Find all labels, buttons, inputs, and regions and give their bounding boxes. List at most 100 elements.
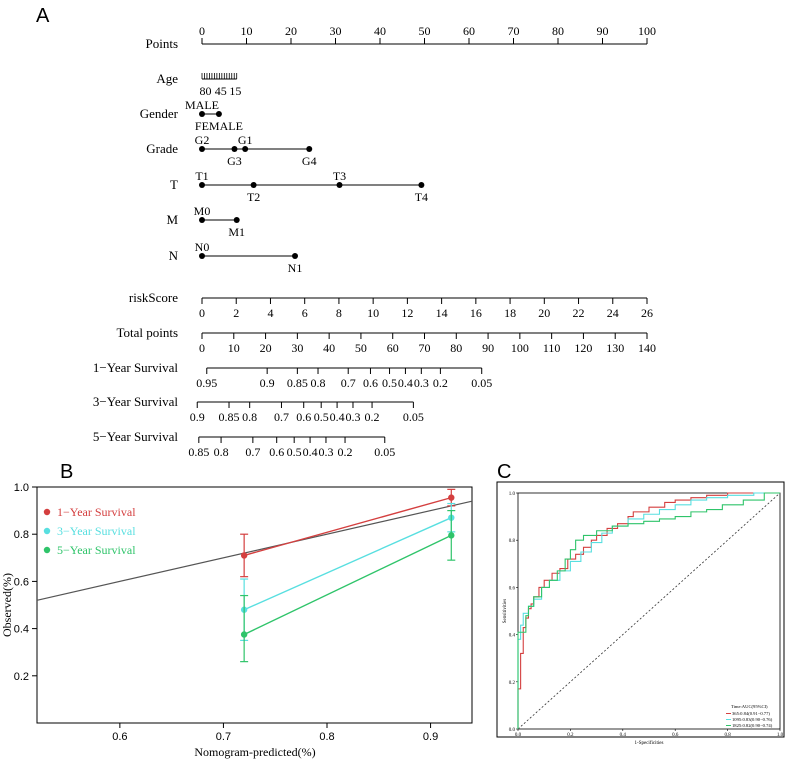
calibration-legend-label: 1−Year Survival (57, 505, 136, 519)
nomogram-tick-label: 130 (606, 341, 624, 355)
nomogram-row-label: riskScore (129, 290, 178, 305)
nomogram-tick-label: 50 (419, 24, 431, 38)
calibration-y-tick-label: 0.6 (14, 576, 29, 588)
roc-y-tick-label: 0.8 (509, 539, 516, 544)
calibration-legend-label: 5−Year Survival (57, 543, 136, 557)
nomogram-tick-label: 20 (538, 306, 550, 320)
roc-y-tick-label: 0.4 (509, 634, 516, 639)
nomogram-tick-label: 10 (367, 306, 379, 320)
nomogram-level-label: G1 (238, 133, 253, 147)
nomogram-level-dot (199, 217, 205, 223)
calibration-y-tick-label: 0.2 (14, 671, 29, 683)
nomogram-level-dot (233, 217, 240, 223)
calibration-ideal-line (36, 500, 473, 601)
nomogram-tick-label: 50 (355, 341, 367, 355)
nomogram-tick-label: 0.7 (341, 376, 356, 390)
nomogram-level-dot (242, 146, 249, 152)
nomogram-tick-label: 100 (511, 341, 529, 355)
nomogram-tick-label: 14 (436, 306, 448, 320)
nomogram-level-dot (199, 146, 205, 152)
nomogram-level-dot (231, 146, 238, 152)
roc-x-tick-label: 0.4 (620, 733, 627, 738)
roc-xlabel: 1-Specificities (635, 741, 664, 746)
nomogram-tick-label: 0.85 (188, 445, 209, 459)
nomogram-tick-label: 0.6 (296, 410, 311, 424)
nomogram-tick-label: 0.4 (398, 376, 413, 390)
nomogram-tick-label: 0.2 (365, 410, 380, 424)
roc-plot-frame (517, 492, 781, 730)
calibration-point (240, 552, 248, 559)
roc-legend-title: Time:AUC(95%CI) (731, 704, 768, 709)
nomogram-row-label: Age (156, 71, 178, 86)
calibration-ylabel: Observed(%) (0, 573, 14, 637)
nomogram-level-label: N0 (195, 240, 210, 254)
nomogram-tick-label: 0.4 (330, 410, 345, 424)
nomogram-level-label: M0 (194, 204, 211, 218)
nomogram-tick-label: 0.05 (403, 410, 424, 424)
age-tick-label: 45 (215, 84, 227, 98)
nomogram-tick-label: 40 (374, 24, 386, 38)
roc-ylabel: Sensitivities (503, 599, 508, 624)
nomogram-tick-label: 0.6 (269, 445, 284, 459)
calibration-y-tick-label: 0.4 (14, 624, 29, 636)
roc-x-tick-label: 0.8 (724, 733, 731, 738)
calibration-xlabel: Nomogram-predicted(%) (194, 745, 315, 759)
nomogram-tick-label: 18 (504, 306, 516, 320)
nomogram-row-label: Gender (140, 106, 179, 121)
nomogram-tick-label: 20 (285, 24, 297, 38)
nomogram-tick-label: 0.9 (260, 376, 275, 390)
roc-curve (517, 492, 780, 729)
nomogram-row-label: Grade (146, 141, 178, 156)
nomogram-level-label: M1 (228, 225, 245, 239)
roc-legend-label: 365:0.84(0.91−0.77) (732, 711, 770, 716)
nomogram-tick-label: 100 (638, 24, 656, 38)
nomogram-level-dot (306, 146, 313, 152)
nomogram-tick-label: 0.2 (338, 445, 353, 459)
nomogram-tick-label: 0.8 (214, 445, 229, 459)
nomogram-level-label: T1 (195, 169, 208, 183)
roc-x-tick-label: 0.2 (567, 733, 574, 738)
nomogram-row-label: M (166, 212, 178, 227)
nomogram-level-dot (199, 253, 205, 259)
calibration-series-line (243, 534, 452, 636)
nomogram-tick-label: 0.85 (219, 410, 240, 424)
roc-legend-label: 1825:0.82(0.90−0.74) (732, 723, 773, 728)
calibration-y-tick-label: 1.0 (14, 482, 29, 494)
nomogram-tick-label: 90 (482, 341, 494, 355)
roc-y-tick-label: 0.6 (509, 586, 516, 591)
nomogram-tick-label: 90 (597, 24, 609, 38)
nomogram-level-label: G2 (195, 133, 210, 147)
nomogram-level-dot (250, 182, 257, 188)
calibration-y-tick-label: 0.8 (14, 529, 29, 541)
roc-outer-border (496, 481, 785, 738)
nomogram-row-label: 1−Year Survival (93, 360, 178, 375)
nomogram-tick-label: 0.7 (245, 445, 260, 459)
nomogram-level-label: T4 (415, 190, 428, 204)
nomogram-tick-label: 40 (323, 341, 335, 355)
nomogram-level-label: FEMALE (195, 119, 243, 133)
nomogram-tick-label: 20 (260, 341, 272, 355)
roc-y-tick-label: 1.0 (509, 492, 516, 497)
calibration-series-line (243, 496, 452, 557)
nomogram-level-label: G3 (227, 154, 242, 168)
roc-x-tick-label: 1.0 (777, 733, 784, 738)
nomogram-row-label: 3−Year Survival (93, 394, 178, 409)
roc-x-tick-label: 0.6 (672, 733, 679, 738)
calibration-point (448, 532, 455, 539)
calibration-legend-marker (43, 527, 51, 535)
age-tick-label: 15 (229, 84, 241, 98)
nomogram-tick-label: 0.3 (345, 410, 360, 424)
calibration-plot-frame (36, 486, 473, 724)
roc-chance-line (517, 492, 781, 730)
nomogram-tick-label: 120 (574, 341, 592, 355)
nomogram-tick-label: 12 (401, 306, 413, 320)
calibration-x-tick-label: 0.8 (319, 731, 334, 743)
nomogram-row-label: Points (145, 36, 178, 51)
nomogram-tick-label: 0 (199, 341, 205, 355)
nomogram-level-label: G4 (302, 154, 317, 168)
nomogram-row-label: Total points (116, 325, 178, 340)
calibration-series-line (243, 517, 452, 611)
nomogram-tick-label: 0.5 (287, 445, 302, 459)
nomogram-tick-label: 0.95 (196, 376, 217, 390)
